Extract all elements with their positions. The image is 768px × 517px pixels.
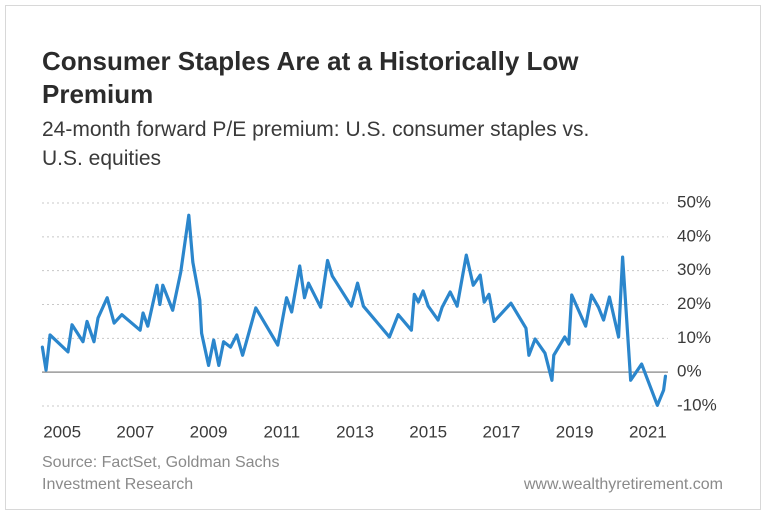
x-tick-label: 2005 [43,422,81,441]
chart-title: Consumer Staples Are at a Historically L… [42,46,579,109]
x-tick-label: 2015 [409,422,447,441]
y-tick-label: 10% [677,328,711,347]
y-tick-label: 20% [677,294,711,313]
y-tick-label: 40% [677,226,711,245]
card [5,5,761,510]
x-tick-label: 2019 [556,422,594,441]
credit: www.wealthyretirement.com [523,476,723,493]
x-tick-label: 2007 [116,422,154,441]
y-tick-label: 30% [677,260,711,279]
source-note: Source: FactSet, Goldman Sachs Investmen… [42,454,280,493]
x-tick-label: 2017 [483,422,521,441]
x-tick-label: 2021 [629,422,667,441]
chart-subtitle: 24-month forward P/E premium: U.S. consu… [42,118,590,170]
y-tick-label: 50% [677,192,711,211]
data-line [40,213,668,407]
y-tick-label: 0% [677,362,702,381]
x-tick-label: 2009 [190,422,228,441]
x-tick-label: 2011 [264,422,301,441]
x-tick-label: 2013 [336,422,374,441]
y-tick-label: -10% [677,395,717,414]
